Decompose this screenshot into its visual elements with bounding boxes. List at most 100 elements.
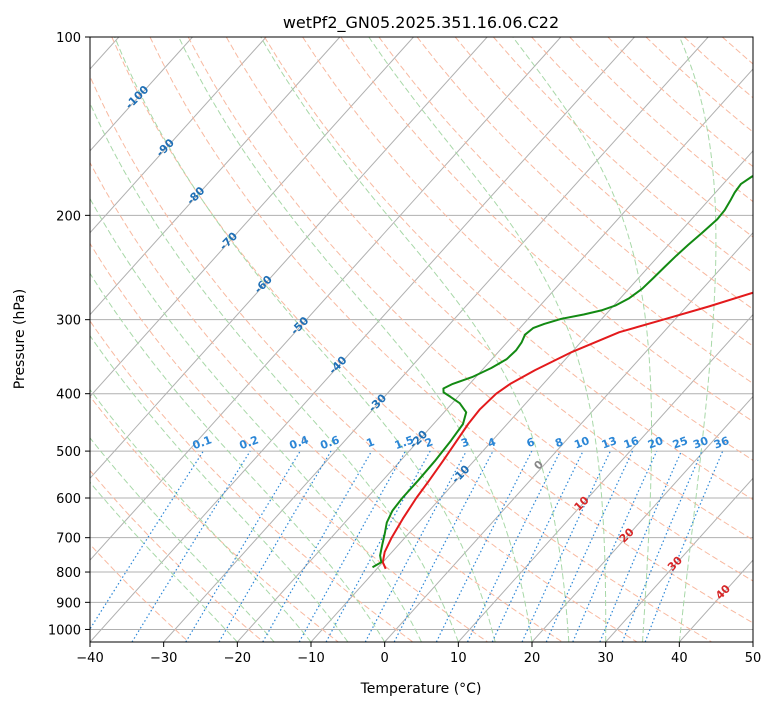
moist-adiabat-line: [90, 481, 238, 642]
mixing-ratio-line: [435, 450, 533, 642]
isotherm-line: [90, 37, 488, 480]
mixing-ratio-line: [90, 450, 204, 631]
isotherm-line: [90, 37, 341, 316]
isotherm-line: [90, 37, 193, 152]
x-tick-label: −30: [150, 651, 177, 666]
isotherm-line: [90, 37, 562, 561]
dry-adiabat-line: [187, 37, 753, 582]
mixing-ratio-label: 0.6: [318, 433, 341, 452]
isotherm-line: [605, 477, 753, 642]
isotherm-line: [163, 37, 709, 642]
dry-adiabat-line: [378, 37, 753, 385]
isotherm-line: [236, 68, 753, 642]
dry-adiabat-line: [90, 75, 638, 642]
mixing-ratio-label: 25: [671, 434, 690, 451]
y-tick-label: 300: [56, 314, 81, 329]
dry-adiabat-line: [225, 37, 753, 541]
x-tick-label: 40: [671, 651, 688, 666]
mixing-ratio-label: 0.4: [288, 433, 311, 452]
x-tick-label: −40: [76, 651, 103, 666]
y-tick-label: 500: [56, 445, 81, 460]
x-tick-label: 20: [524, 651, 541, 666]
mixing-ratio-line: [262, 450, 373, 642]
x-axis-label: Temperature (°C): [360, 681, 482, 697]
mixing-ratio-label: 8: [553, 435, 565, 450]
y-tick-label: 800: [56, 566, 81, 581]
isotherm-line: [678, 559, 753, 642]
dry-adiabat-line: [90, 469, 264, 642]
y-tick-label: 600: [56, 492, 81, 507]
mixing-ratio-label: 0.2: [238, 433, 261, 452]
dry-adiabat-line: [302, 37, 753, 461]
moist-adiabat-line: [90, 197, 422, 642]
isotherm-line: [457, 313, 753, 642]
moist-adiabat-line: [90, 437, 275, 642]
mixing-ratio-line: [599, 450, 682, 642]
dry-adiabat-line: [90, 320, 414, 642]
mixing-ratio-label: 36: [712, 434, 731, 452]
moist-adiabat-line: [114, 37, 496, 642]
mixing-ratio-label: 3: [459, 435, 471, 450]
y-tick-label: 200: [56, 209, 81, 224]
dry-adiabat-line: [761, 37, 775, 642]
dry-adiabat-line: [493, 37, 753, 274]
mixing-ratio-line: [185, 450, 301, 642]
background-grid: [90, 37, 775, 642]
isotherm-line: [90, 37, 635, 642]
y-tick-label: 100: [56, 31, 81, 46]
y-tick-label: 700: [56, 532, 81, 547]
moist-adiabat-line: [260, 37, 570, 642]
dry-adiabat-line: [90, 161, 563, 642]
x-tick-label: 50: [745, 651, 762, 666]
axis-ticks: −40 −30 −20 −10 0 10 20 30 40 5010020030040050060…: [48, 31, 761, 666]
moist-adiabat-line: [678, 37, 717, 642]
dry-adiabat-line: [111, 37, 712, 642]
mixing-ratio-label: 16: [622, 434, 641, 452]
dry-adiabat-line: [683, 37, 753, 99]
moist-adiabat-line: [512, 37, 653, 642]
moist-adiabat-line: [90, 272, 386, 642]
dry-adiabat-line: [454, 37, 753, 310]
x-tick-label: −20: [224, 651, 251, 666]
dry-adiabat-line: [607, 37, 753, 168]
profile-lines: [372, 174, 753, 570]
mixing-ratio-label: 1: [365, 435, 377, 450]
mixing-ratio-label: 13: [600, 434, 619, 451]
dry-adiabat-line: [90, 543, 190, 642]
mixing-ratio-line: [131, 450, 251, 642]
mixing-ratio-line: [298, 450, 406, 642]
y-tick-label: 1000: [48, 623, 81, 638]
dry-adiabat-line: [645, 37, 753, 133]
mixing-ratio-label: 1.5: [393, 433, 416, 452]
y-tick-label: 400: [56, 388, 81, 403]
x-tick-label: 0: [381, 651, 389, 666]
mixing-ratio-label: 4: [486, 435, 498, 450]
dry-adiabat-line: [531, 37, 753, 238]
adiabat-labels: 0.1 0.2 0.4 0.6 1 1.5 2 3 4 6 8 10 13 16 20 25 30 36-100-…: [123, 83, 734, 602]
dry-adiabat-line: [90, 242, 488, 642]
temperature-profile-line: [381, 291, 753, 570]
isotherm-line: [752, 641, 753, 642]
isotherm-line: [90, 37, 414, 398]
isotherm-line: [90, 37, 267, 234]
mixing-ratio-label: 10: [572, 434, 591, 452]
x-tick-label: 30: [597, 651, 614, 666]
y-tick-label: 900: [56, 596, 81, 611]
mixing-ratio-label: 20: [646, 434, 665, 452]
mixing-ratio-label: 0.1: [191, 433, 214, 452]
mixing-ratio-label: 2: [423, 435, 435, 450]
mixing-ratio-line: [364, 450, 467, 642]
plot-frame: [89, 36, 754, 643]
x-tick-label: 10: [450, 651, 467, 666]
dry-adiabat-line: [264, 37, 753, 501]
chart-title: wetPf2_GN05.2025.351.16.06.C22: [283, 13, 559, 33]
mixing-ratio-line: [466, 450, 561, 642]
dry-adiabat-line: [416, 37, 753, 347]
mixing-ratio-line: [572, 450, 658, 642]
y-axis-label: Pressure (hPa): [12, 289, 28, 389]
dewpoint-profile-line: [372, 174, 753, 569]
mixing-ratio-line: [325, 450, 431, 642]
mixing-ratio-label: 30: [691, 434, 710, 452]
